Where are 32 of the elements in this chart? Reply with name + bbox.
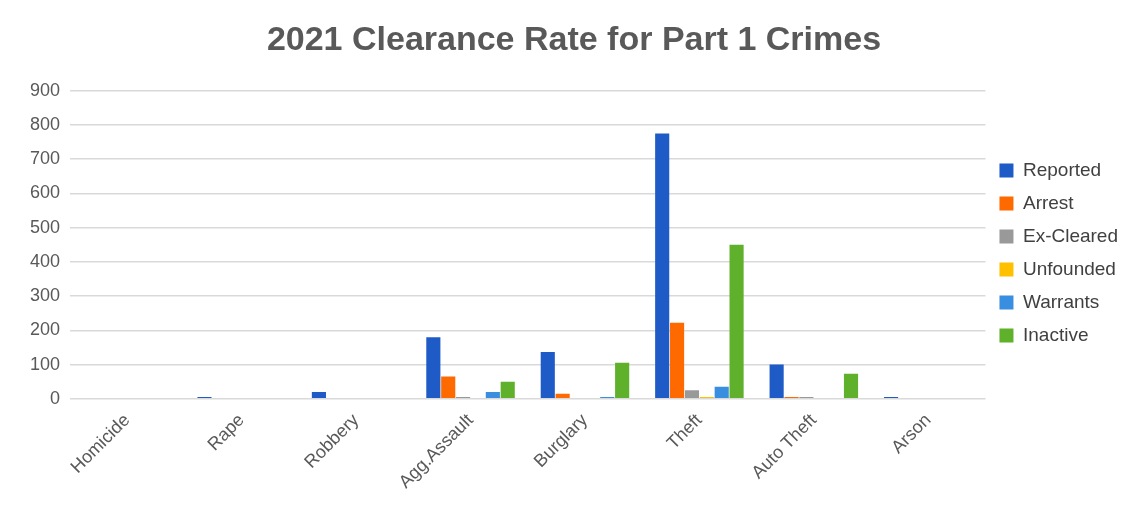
y-tick-label: 500	[29, 216, 61, 237]
bar	[670, 322, 685, 399]
bar	[843, 373, 859, 399]
bar	[684, 390, 700, 399]
legend-label: Unfounded	[1022, 257, 1116, 279]
bar	[555, 393, 570, 399]
y-tick-label: 600	[29, 182, 61, 203]
bar	[426, 337, 441, 399]
bar	[729, 244, 744, 399]
bar	[441, 376, 456, 399]
y-tick-label: 900	[29, 79, 61, 100]
bar	[615, 362, 630, 399]
bar	[540, 351, 555, 399]
chart-title: 2021 Clearance Rate for Part 1 Crimes	[266, 18, 882, 57]
y-tick-label: 800	[29, 113, 61, 134]
bar	[655, 133, 670, 399]
bar	[500, 381, 515, 399]
y-tick-label: 300	[29, 285, 61, 306]
legend-label: Inactive	[1022, 323, 1089, 345]
y-tick-label: 700	[29, 148, 61, 169]
legend-label: Arrest	[1022, 191, 1075, 213]
legend-label: Reported	[1022, 158, 1102, 180]
bar	[769, 364, 784, 399]
y-tick-label: 400	[29, 250, 61, 271]
legend-label: Ex-Cleared	[1022, 224, 1119, 246]
y-tick-label: 200	[29, 319, 61, 340]
legend-label: Warrants	[1022, 290, 1100, 312]
y-tick-label: 0	[50, 387, 61, 408]
y-tick-label: 100	[29, 353, 61, 374]
bar	[485, 391, 500, 399]
bar	[714, 386, 729, 399]
bar	[311, 391, 326, 399]
